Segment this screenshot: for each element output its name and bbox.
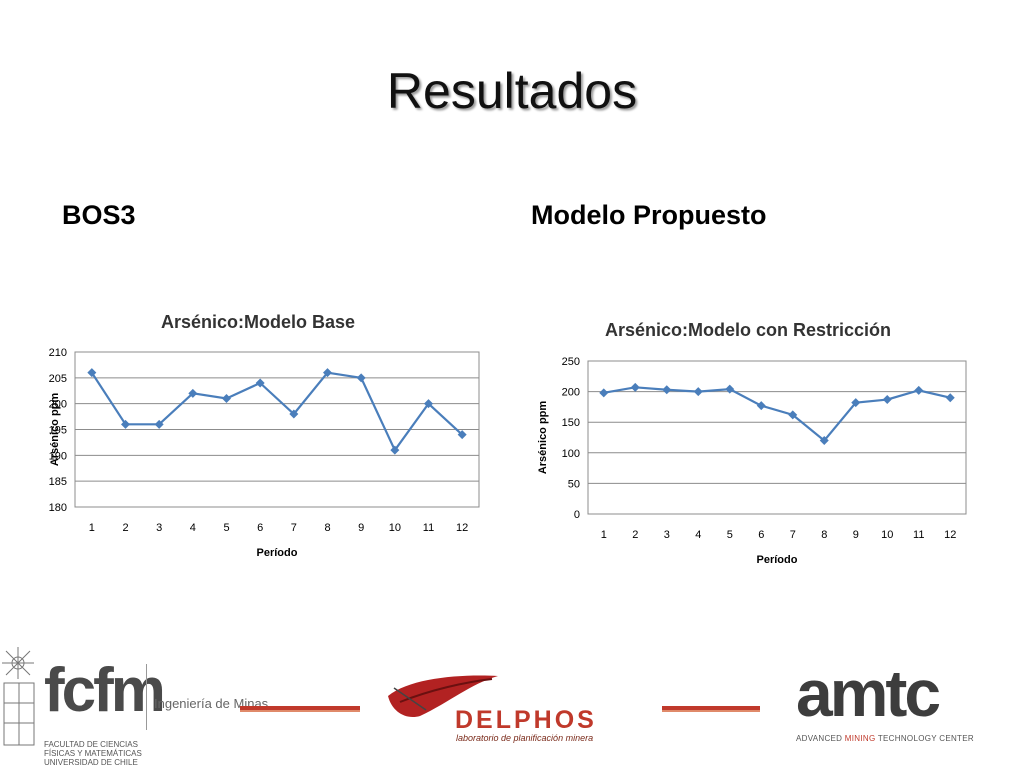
data-point [819,436,829,446]
y-tick-label: 190 [49,450,67,462]
y-tick-label: 200 [562,387,580,399]
amtc-tagline-mining: MINING [844,734,876,743]
data-point [457,430,467,440]
x-tick-label: 5 [223,522,229,534]
amtc-tagline-post: TECHNOLOGY CENTER [875,734,974,743]
x-tick-label: 2 [122,522,128,534]
data-point [188,388,198,398]
x-tick-label: 9 [358,522,364,534]
x-tick-label: 6 [758,529,764,541]
x-tick-label: 7 [291,522,297,534]
fcfm-department: Ingeniería de Minas [154,696,269,711]
data-point [662,385,672,395]
fcfm-institution: FACULTAD DE CIENCIAS FÍSICAS Y MATEMÁTIC… [44,740,142,767]
data-point [87,368,97,378]
data-point [323,368,332,378]
x-tick-label: 2 [632,529,638,541]
y-axis-label: Arsénico ppm [537,401,549,475]
data-point [154,419,164,429]
fcfm-logo: fcfm [44,656,166,725]
x-tick-label: 11 [913,529,924,541]
x-tick-label: 1 [89,522,95,534]
y-tick-label: 180 [49,502,67,514]
x-tick-label: 10 [881,529,893,541]
data-point [222,394,231,403]
y-tick-label: 210 [49,347,67,359]
x-tick-label: 12 [944,529,956,541]
x-tick-label: 10 [389,522,401,534]
series-line [603,386,951,443]
decorative-bar-left [240,706,360,712]
data-point [693,387,703,397]
data-point [599,388,609,398]
data-point [851,398,861,408]
x-tick-label: 11 [423,522,434,534]
y-tick-label: 100 [562,448,580,460]
y-tick-label: 150 [562,417,580,429]
data-point [255,378,265,388]
delphos-logo: DELPHOS [455,706,597,734]
data-point [788,410,798,420]
x-tick-label: 3 [156,522,162,534]
data-point [390,445,400,455]
left-heading: BOS3 [62,200,136,230]
y-axis-label: Arsénico ppm [49,393,61,467]
x-tick-label: 12 [456,522,468,534]
x-axis-label: Período [257,547,298,559]
chart-modelo-restriccion: Arsénico:Modelo con Restricción 0 50 100 150… [537,320,967,566]
x-tick-label: 4 [695,529,701,541]
amtc-tagline: ADVANCED MINING TECHNOLOGY CENTER [796,734,974,743]
y-tick-label: 185 [49,476,67,488]
x-tick-label: 8 [324,522,330,534]
x-tick-label: 9 [853,529,859,541]
chart-title: Arsénico:Modelo con Restricción [605,320,891,340]
delphos-tagline: laboratorio de planificación minera [456,733,594,743]
y-tick-label: 200 [49,399,67,411]
delphos-emblem-icon [388,675,498,718]
x-tick-label: 5 [727,529,733,541]
x-tick-label: 6 [257,522,263,534]
data-point [121,419,130,429]
y-tick-label: 50 [568,478,580,490]
data-point [756,401,766,411]
y-tick-label: 205 [49,373,67,385]
footer-logos [0,635,1024,768]
chart-modelo-base: Arsénico:Modelo Base18018519019520020521… [49,312,480,559]
data-point [882,395,892,405]
university-seal-icon [2,647,35,746]
data-point [356,373,366,383]
data-point [289,409,299,419]
x-tick-label: 4 [190,522,196,534]
decorative-bar-right [662,706,760,712]
y-tick-label: 250 [562,356,580,368]
y-tick-label: 195 [49,425,67,437]
plot-area [587,360,967,515]
data-point [424,399,433,409]
x-tick-label: 1 [601,529,607,541]
chart-title: Arsénico:Modelo Base [161,312,355,332]
x-axis-label: Período [757,554,798,566]
data-point [725,384,735,394]
x-tick-label: 8 [821,529,827,541]
data-point [914,385,924,395]
plot-area [74,351,480,508]
data-point [945,393,955,403]
slide-title: Resultados [386,63,638,119]
amtc-logo: amtc [796,656,941,730]
data-point [630,382,640,392]
series-line [90,371,463,453]
amtc-tagline-pre: ADVANCED [796,734,845,743]
x-tick-label: 7 [790,529,796,541]
y-tick-label: 0 [574,509,580,521]
right-heading: Modelo Propuesto [531,200,767,230]
fcfm-divider [146,664,147,730]
x-tick-label: 3 [664,529,670,541]
